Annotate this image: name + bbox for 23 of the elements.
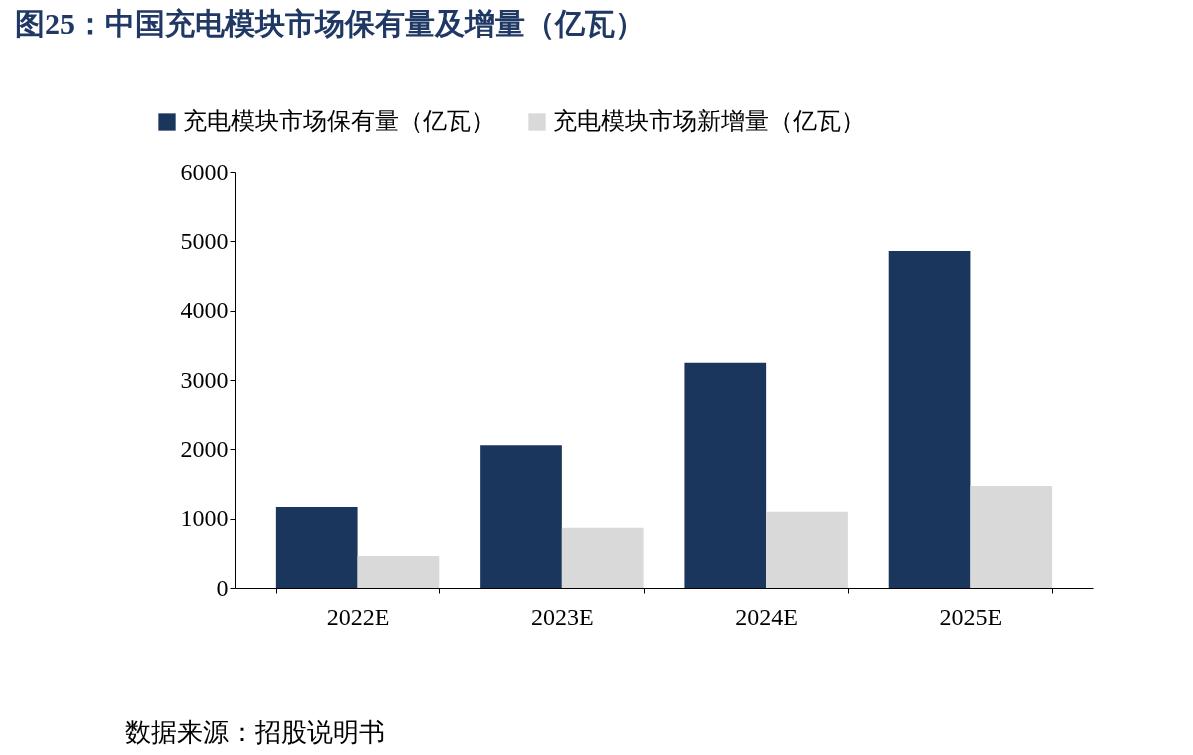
y-tick-label: 6000 [180, 158, 229, 185]
x-tick-label: 2022E [326, 603, 390, 630]
y-tick-label: 5000 [180, 227, 229, 254]
bar [275, 506, 358, 588]
source-note: 数据来源：招股说明书 [125, 718, 385, 747]
bar [888, 251, 971, 588]
x-tick-label: 2024E [735, 603, 798, 630]
bar [684, 362, 767, 588]
bar [357, 556, 440, 588]
bar [766, 511, 848, 588]
y-tick-label: 2000 [180, 435, 229, 462]
y-tick-label: 3000 [180, 366, 229, 393]
bar [480, 445, 562, 588]
y-tick-label: 4000 [180, 297, 229, 324]
x-tick-label: 2025E [939, 603, 1003, 630]
bar [970, 486, 1053, 588]
x-tick-label: 2023E [531, 603, 594, 630]
y-tick-label: 0 [216, 574, 229, 601]
chart-title: 图25：中国充电模块市场保有量及增量（亿瓦） [15, 7, 645, 40]
legend-label: 充电模块市场保有量（亿瓦） [183, 108, 495, 134]
bar [561, 527, 644, 588]
legend-label: 充电模块市场新增量（亿瓦） [553, 108, 865, 134]
y-tick-label: 1000 [180, 505, 229, 532]
